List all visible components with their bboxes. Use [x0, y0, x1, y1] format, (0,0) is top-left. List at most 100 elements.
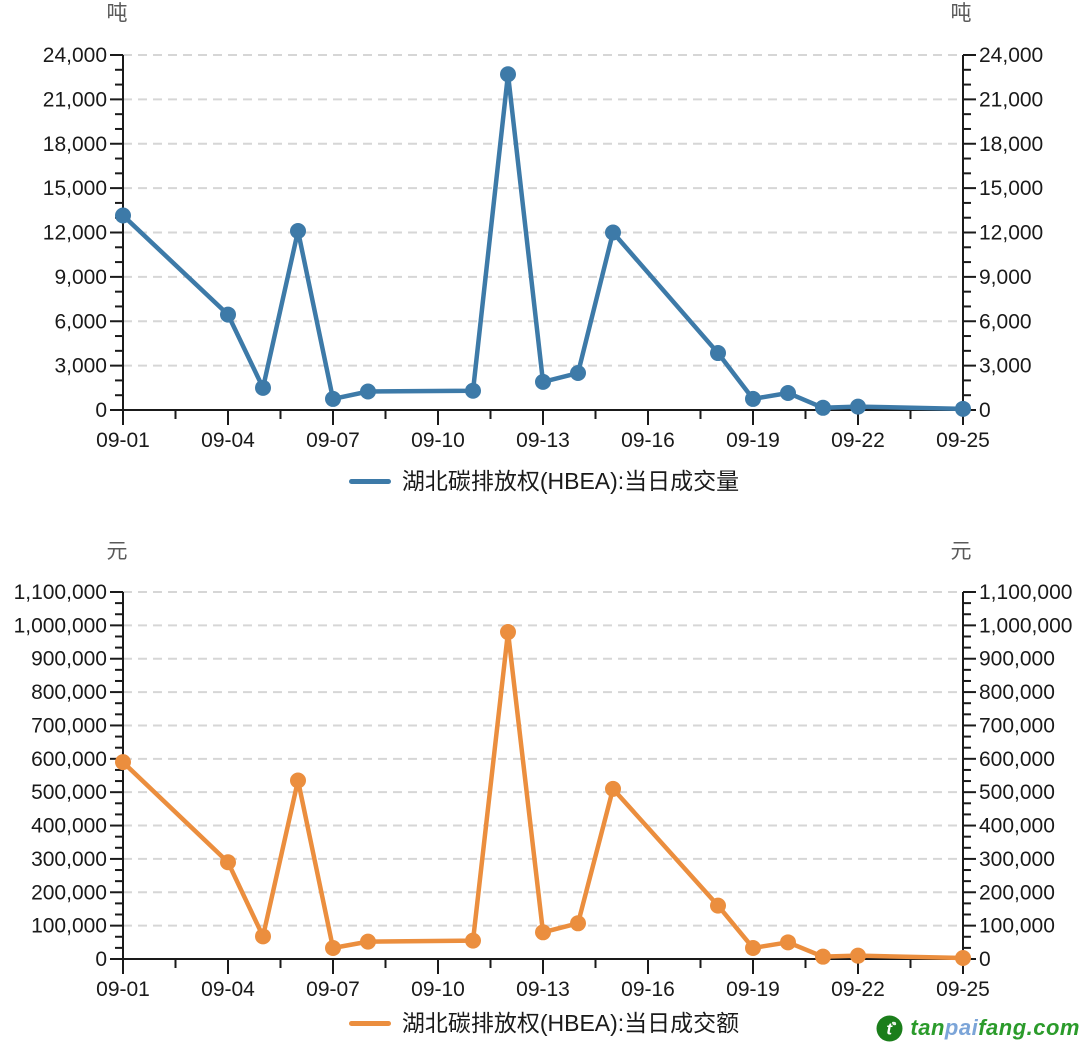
- svg-text:24,000: 24,000: [979, 44, 1043, 67]
- data-point-marker: [255, 928, 271, 945]
- svg-text:300,000: 300,000: [979, 848, 1055, 871]
- data-point-marker: [710, 897, 726, 914]
- amount-unit-label-right: 元: [950, 540, 972, 563]
- svg-text:700,000: 700,000: [979, 714, 1055, 737]
- svg-text:900,000: 900,000: [979, 648, 1055, 671]
- gridlines: [123, 591, 963, 927]
- watermark: t tanpaifang.com: [876, 1012, 1080, 1044]
- axis-tick-labels: 0 0 3,000 3,000 6,000 6,000 9,000 9,000 12,000 12…: [43, 44, 1043, 452]
- data-point-marker: [780, 934, 796, 951]
- svg-text:500,000: 500,000: [979, 781, 1055, 804]
- data-point-marker: [325, 390, 341, 407]
- svg-text:200,000: 200,000: [979, 881, 1055, 904]
- data-point-marker: [955, 400, 971, 417]
- svg-text:900,000: 900,000: [31, 648, 107, 671]
- svg-text:15,000: 15,000: [43, 177, 107, 200]
- data-point-marker: [570, 365, 586, 382]
- amount-series: [115, 624, 971, 966]
- amount-chart: 0 0 100,000 100,000 200,000 200,000 300,000 300…: [14, 581, 1073, 1001]
- data-point-marker: [500, 624, 516, 641]
- svg-text:9,000: 9,000: [979, 266, 1032, 289]
- svg-text:300,000: 300,000: [31, 848, 107, 871]
- data-point-marker: [815, 399, 831, 416]
- data-point-marker: [605, 780, 621, 797]
- data-point-marker: [535, 373, 551, 390]
- data-point-marker: [570, 915, 586, 932]
- svg-text:09-01: 09-01: [96, 429, 150, 452]
- svg-text:1,000,000: 1,000,000: [14, 614, 107, 637]
- svg-text:09-19: 09-19: [726, 978, 780, 1001]
- data-point-marker: [465, 932, 481, 949]
- series-line: [120, 629, 966, 961]
- data-point-marker: [850, 398, 866, 415]
- svg-text:400,000: 400,000: [31, 815, 107, 838]
- svg-text:09-07: 09-07: [306, 429, 360, 452]
- series-line: [120, 71, 966, 412]
- gridlines: [123, 54, 963, 367]
- data-point-marker: [745, 390, 761, 407]
- svg-text:100,000: 100,000: [31, 915, 107, 938]
- svg-text:09-10: 09-10: [411, 429, 465, 452]
- svg-text:1,100,000: 1,100,000: [14, 581, 107, 604]
- svg-text:100,000: 100,000: [979, 915, 1055, 938]
- amount-legend-swatch: [348, 1020, 391, 1026]
- data-point-marker: [780, 384, 796, 401]
- svg-text:24,000: 24,000: [43, 44, 107, 67]
- data-point-marker: [360, 933, 376, 950]
- svg-text:18,000: 18,000: [979, 133, 1043, 156]
- svg-text:09-13: 09-13: [516, 429, 570, 452]
- svg-text:200,000: 200,000: [31, 881, 107, 904]
- data-point-marker: [955, 949, 971, 966]
- svg-text:800,000: 800,000: [979, 681, 1055, 704]
- svg-text:3,000: 3,000: [979, 355, 1032, 378]
- axis-tick-labels: 0 0 100,000 100,000 200,000 200,000 300,000 300…: [14, 581, 1073, 1001]
- svg-text:09-13: 09-13: [516, 978, 570, 1001]
- svg-text:1,100,000: 1,100,000: [979, 581, 1072, 604]
- svg-text:0: 0: [979, 948, 991, 971]
- amount-legend: 湖北碳排放权(HBEA):当日成交额: [0, 1008, 1088, 1038]
- svg-text:700,000: 700,000: [31, 714, 107, 737]
- svg-text:21,000: 21,000: [979, 88, 1043, 111]
- data-point-marker: [290, 772, 306, 789]
- data-point-marker: [465, 382, 481, 399]
- svg-text:6,000: 6,000: [979, 310, 1032, 333]
- svg-text:500,000: 500,000: [31, 781, 107, 804]
- svg-text:09-16: 09-16: [621, 978, 675, 1001]
- svg-text:09-16: 09-16: [621, 429, 675, 452]
- svg-text:600,000: 600,000: [31, 748, 107, 771]
- data-point-marker: [325, 939, 341, 956]
- svg-text:9,000: 9,000: [54, 266, 107, 289]
- svg-text:0: 0: [979, 399, 991, 422]
- volume-legend: 湖北碳排放权(HBEA):当日成交量: [0, 466, 1088, 496]
- volume-chart: 0 0 3,000 3,000 6,000 6,000 9,000 9,000 12,000 12…: [43, 44, 1043, 452]
- svg-text:t: t: [887, 1019, 894, 1038]
- data-point-marker: [290, 223, 306, 240]
- data-point-marker: [535, 924, 551, 941]
- svg-text:0: 0: [95, 948, 107, 971]
- svg-text:18,000: 18,000: [43, 133, 107, 156]
- data-point-marker: [255, 379, 271, 396]
- watermark-text: tanpaifang.com: [910, 1015, 1080, 1040]
- svg-text:09-04: 09-04: [201, 978, 255, 1001]
- tanpaifang-logo-icon: t: [876, 1015, 903, 1041]
- amount-legend-label: 湖北碳排放权(HBEA):当日成交额: [401, 1010, 740, 1036]
- data-point-marker: [605, 224, 621, 241]
- svg-text:09-22: 09-22: [831, 429, 885, 452]
- svg-text:09-19: 09-19: [726, 429, 780, 452]
- svg-text:1,000,000: 1,000,000: [979, 614, 1072, 637]
- data-point-marker: [850, 947, 866, 964]
- volume-unit-label-left: 吨: [106, 2, 128, 25]
- volume-unit-label-right: 吨: [950, 2, 972, 25]
- data-point-marker: [115, 207, 131, 224]
- svg-text:09-25: 09-25: [936, 429, 990, 452]
- amount-unit-label-left: 元: [106, 540, 128, 563]
- svg-text:09-22: 09-22: [831, 978, 885, 1001]
- svg-text:09-10: 09-10: [411, 978, 465, 1001]
- svg-text:12,000: 12,000: [979, 222, 1043, 245]
- svg-text:09-07: 09-07: [306, 978, 360, 1001]
- svg-text:12,000: 12,000: [43, 222, 107, 245]
- data-point-marker: [745, 939, 761, 956]
- data-point-marker: [220, 306, 236, 323]
- svg-text:600,000: 600,000: [979, 748, 1055, 771]
- data-point-marker: [500, 66, 516, 83]
